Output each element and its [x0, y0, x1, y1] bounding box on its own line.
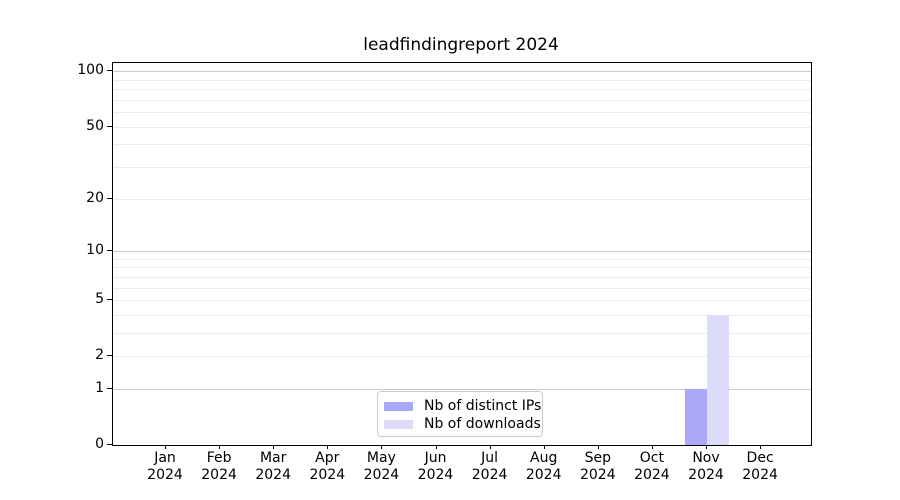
y-axis-tick-label: 2	[95, 347, 104, 364]
y-axis-tick-label: 20	[86, 189, 104, 206]
y-axis-tick	[107, 249, 112, 251]
y-axis-tick-label: 0	[95, 436, 104, 452]
gridline-minor	[113, 267, 811, 269]
legend-label-downloads: Nb of downloads	[424, 416, 541, 432]
x-axis-tick	[381, 445, 383, 449]
gridline-major	[113, 388, 811, 390]
x-axis-tick	[165, 445, 166, 449]
y-axis-tick	[107, 70, 112, 72]
x-axis-tick-label: Aug 2024	[525, 450, 562, 483]
gridline-minor	[113, 112, 811, 114]
x-axis-tick	[327, 445, 329, 449]
x-axis-tick-label: Jun 2024	[417, 450, 454, 483]
legend-label-distinct-ips: Nb of distinct IPs	[424, 398, 542, 414]
x-axis-tick-label: Jul 2024	[471, 450, 508, 483]
x-axis-tick	[543, 445, 545, 449]
plot-area	[112, 62, 812, 446]
y-axis-tick-label: 100	[77, 62, 104, 79]
x-axis-tick	[435, 445, 437, 449]
chart-title: leadfindingreport 2024	[363, 35, 559, 55]
gridline-minor	[113, 258, 811, 260]
y-axis-tick	[107, 355, 112, 357]
y-axis-tick	[107, 197, 112, 199]
x-axis-tick-label: Mar 2024	[255, 450, 291, 483]
bar-downloads	[707, 314, 729, 445]
gridline-minor	[113, 356, 811, 358]
x-axis-tick-label: May 2024	[363, 450, 400, 483]
x-axis-tick-label: Feb 2024	[201, 450, 237, 483]
legend: Nb of distinct IPs Nb of downloads	[377, 391, 543, 437]
legend-entry-downloads: Nb of downloads	[384, 415, 541, 433]
y-axis-tick-label: 50	[86, 117, 104, 134]
gridline-minor	[113, 89, 811, 91]
gridline-minor	[113, 144, 811, 146]
gridline-major	[113, 250, 811, 252]
x-axis-tick	[706, 445, 707, 449]
gridline-minor	[113, 167, 811, 168]
legend-swatch-distinct-ips	[384, 401, 413, 411]
gridline-minor	[113, 276, 811, 278]
legend-entry-distinct-ips: Nb of distinct IPs	[384, 397, 541, 415]
y-axis-tick	[107, 125, 112, 127]
gridline-major	[113, 71, 811, 73]
y-axis-tick	[107, 444, 112, 445]
y-axis-tick-label: 10	[86, 241, 104, 258]
gridline-minor	[113, 332, 811, 334]
x-axis-tick-label: Sep 2024	[579, 450, 616, 483]
gridline-minor	[113, 126, 811, 128]
gridline-minor	[113, 287, 811, 289]
x-axis-tick-label: Jan 2024	[147, 450, 183, 483]
gridline-minor	[113, 198, 811, 200]
x-axis-tick	[273, 445, 275, 449]
y-axis-tick-label: 5	[95, 290, 104, 307]
y-axis-tick-label: 1	[95, 379, 104, 396]
x-axis-tick	[489, 445, 491, 449]
y-axis-tick	[107, 387, 112, 389]
gridline-minor	[113, 99, 811, 101]
x-axis-tick	[597, 445, 599, 449]
x-axis-tick	[651, 445, 653, 449]
x-axis-tick-label: Dec 2024	[742, 450, 778, 483]
gridline-minor	[113, 79, 811, 81]
gridline-minor	[113, 299, 811, 301]
x-axis-tick-label: Nov 2024	[688, 450, 724, 483]
x-axis-tick-label: Oct 2024	[634, 450, 670, 483]
gridline-minor	[113, 314, 811, 316]
bar-distinct-ips	[685, 388, 707, 445]
y-axis-tick	[107, 298, 112, 300]
x-axis-tick-label: Apr 2024	[309, 450, 346, 483]
legend-swatch-downloads	[384, 419, 413, 429]
x-axis-tick	[219, 445, 221, 449]
x-axis-tick	[760, 445, 762, 449]
